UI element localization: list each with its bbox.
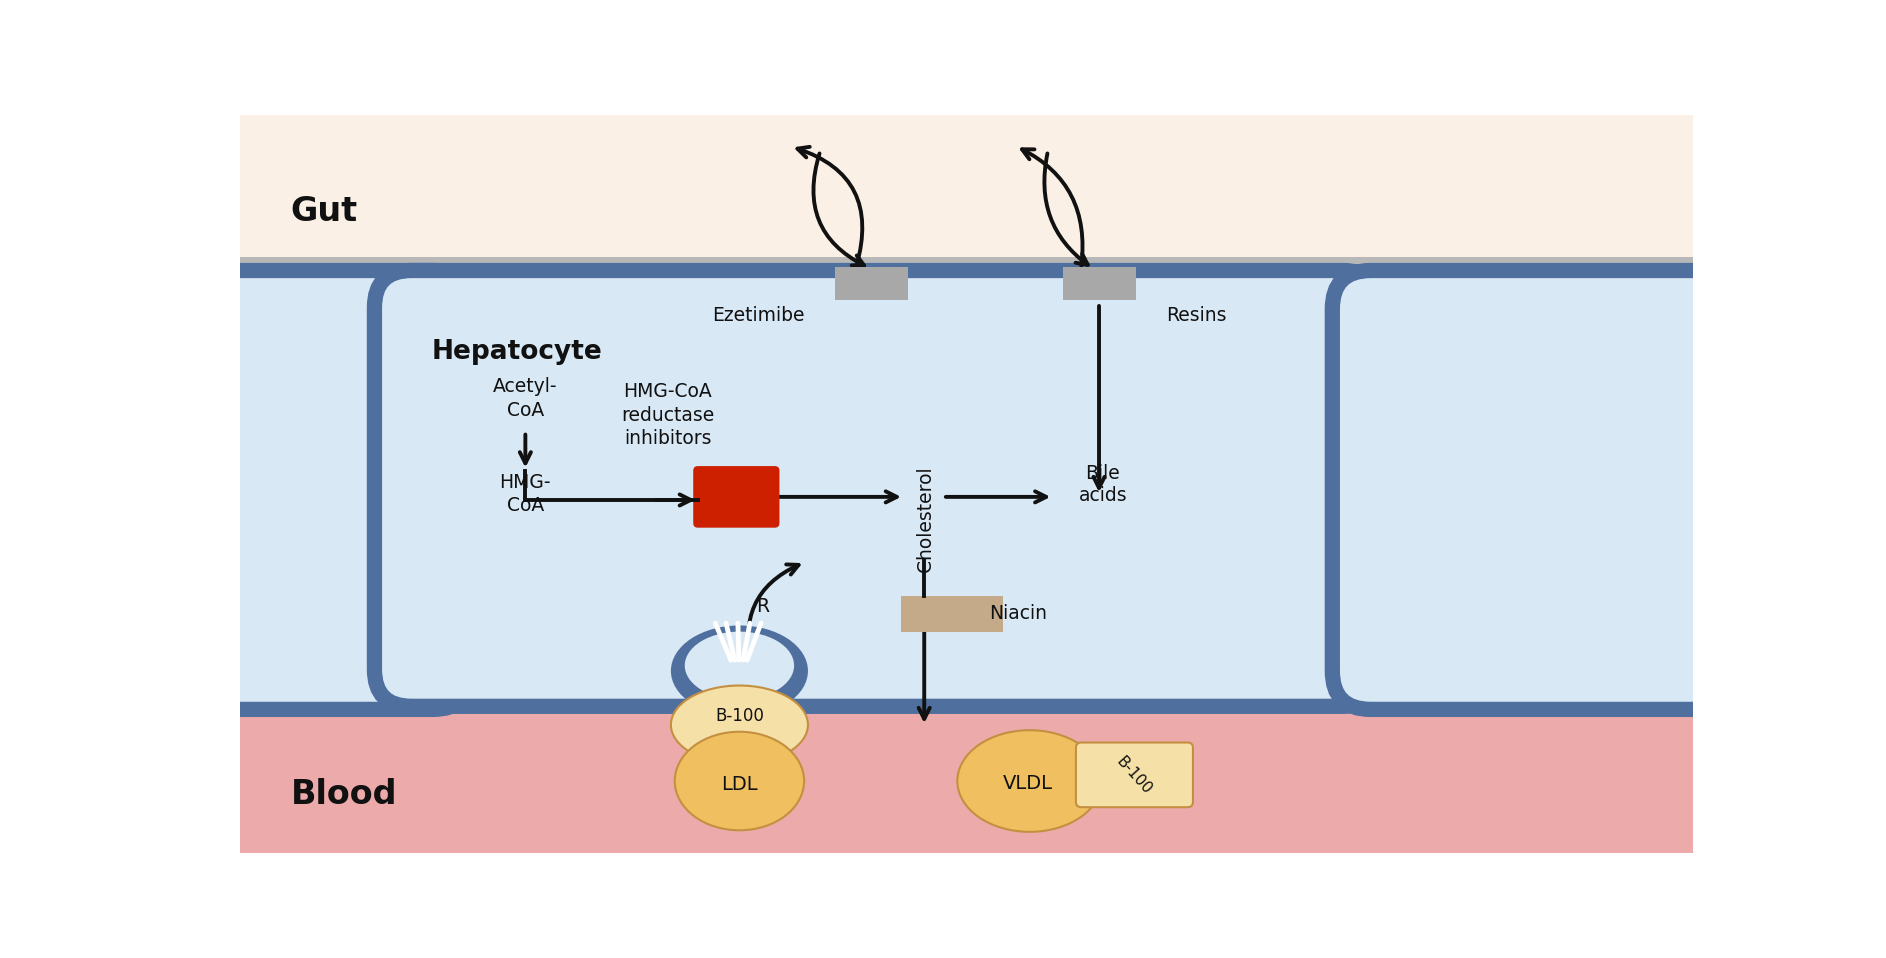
Bar (835, 267, 907, 300)
FancyBboxPatch shape (1075, 742, 1194, 808)
Text: HMG-
CoA: HMG- CoA (500, 472, 551, 515)
Text: Resins: Resins (1167, 306, 1228, 325)
Text: Ezetimibe: Ezetimibe (711, 306, 803, 325)
Text: R: R (756, 597, 769, 616)
Text: Hepatocyte: Hepatocyte (432, 339, 602, 365)
FancyBboxPatch shape (140, 270, 472, 710)
Ellipse shape (671, 686, 807, 764)
Ellipse shape (671, 626, 807, 717)
FancyBboxPatch shape (694, 467, 779, 528)
Ellipse shape (685, 631, 794, 699)
Text: B-100: B-100 (715, 707, 764, 724)
Text: Bile
acids: Bile acids (1079, 464, 1128, 505)
Text: B-100: B-100 (1113, 754, 1154, 797)
Text: LDL: LDL (720, 775, 758, 794)
Bar (241, 662, 1694, 853)
Bar (902, 596, 1003, 631)
FancyBboxPatch shape (375, 270, 1381, 706)
Text: Blood: Blood (290, 778, 398, 810)
FancyBboxPatch shape (1332, 270, 1763, 710)
Text: VLDL: VLDL (1001, 774, 1052, 793)
Text: Cholesterol: Cholesterol (917, 467, 935, 572)
Bar (1064, 267, 1135, 300)
Text: HMG-CoA
reductase
inhibitors: HMG-CoA reductase inhibitors (620, 382, 715, 448)
Bar (241, 258, 1694, 689)
Ellipse shape (675, 732, 803, 831)
Text: Gut: Gut (290, 194, 358, 228)
Text: Niacin: Niacin (988, 604, 1047, 624)
Ellipse shape (958, 730, 1101, 832)
Bar (241, 115, 1694, 269)
Bar (241, 258, 1694, 286)
Text: Acetyl-
CoA: Acetyl- CoA (492, 377, 558, 420)
